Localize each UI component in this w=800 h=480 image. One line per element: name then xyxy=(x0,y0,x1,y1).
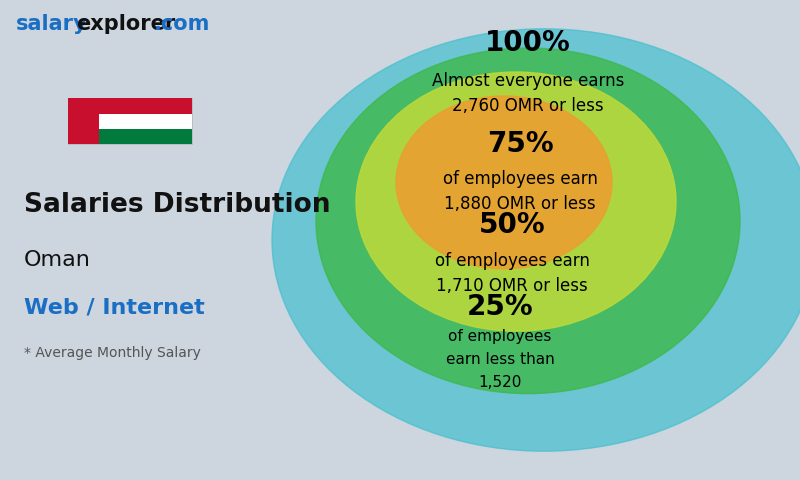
Text: earn less than: earn less than xyxy=(446,352,554,367)
FancyBboxPatch shape xyxy=(68,98,192,144)
Ellipse shape xyxy=(316,48,740,394)
Text: salary: salary xyxy=(16,14,88,35)
Text: 1,880 OMR or less: 1,880 OMR or less xyxy=(444,195,596,213)
Text: Almost everyone earns: Almost everyone earns xyxy=(432,72,624,90)
Text: 1,710 OMR or less: 1,710 OMR or less xyxy=(436,277,588,295)
Ellipse shape xyxy=(272,29,800,451)
FancyBboxPatch shape xyxy=(68,98,99,144)
Text: of employees earn: of employees earn xyxy=(434,252,590,270)
Ellipse shape xyxy=(396,96,612,269)
Text: 1,520: 1,520 xyxy=(478,375,522,390)
Ellipse shape xyxy=(356,72,676,331)
Text: 50%: 50% xyxy=(478,211,546,239)
Text: * Average Monthly Salary: * Average Monthly Salary xyxy=(24,346,201,360)
Text: of employees earn: of employees earn xyxy=(442,170,598,188)
FancyBboxPatch shape xyxy=(99,114,192,129)
FancyBboxPatch shape xyxy=(99,129,192,144)
Text: Web / Internet: Web / Internet xyxy=(24,298,205,318)
Text: .com: .com xyxy=(154,14,210,35)
Text: 100%: 100% xyxy=(485,29,571,57)
FancyBboxPatch shape xyxy=(99,98,192,114)
Text: Salaries Distribution: Salaries Distribution xyxy=(24,192,330,218)
Text: explorer: explorer xyxy=(76,14,175,35)
Text: Oman: Oman xyxy=(24,250,91,270)
Text: 2,760 OMR or less: 2,760 OMR or less xyxy=(452,97,604,115)
Text: 25%: 25% xyxy=(466,293,534,321)
Text: of employees: of employees xyxy=(448,329,552,344)
Text: 75%: 75% xyxy=(486,130,554,157)
